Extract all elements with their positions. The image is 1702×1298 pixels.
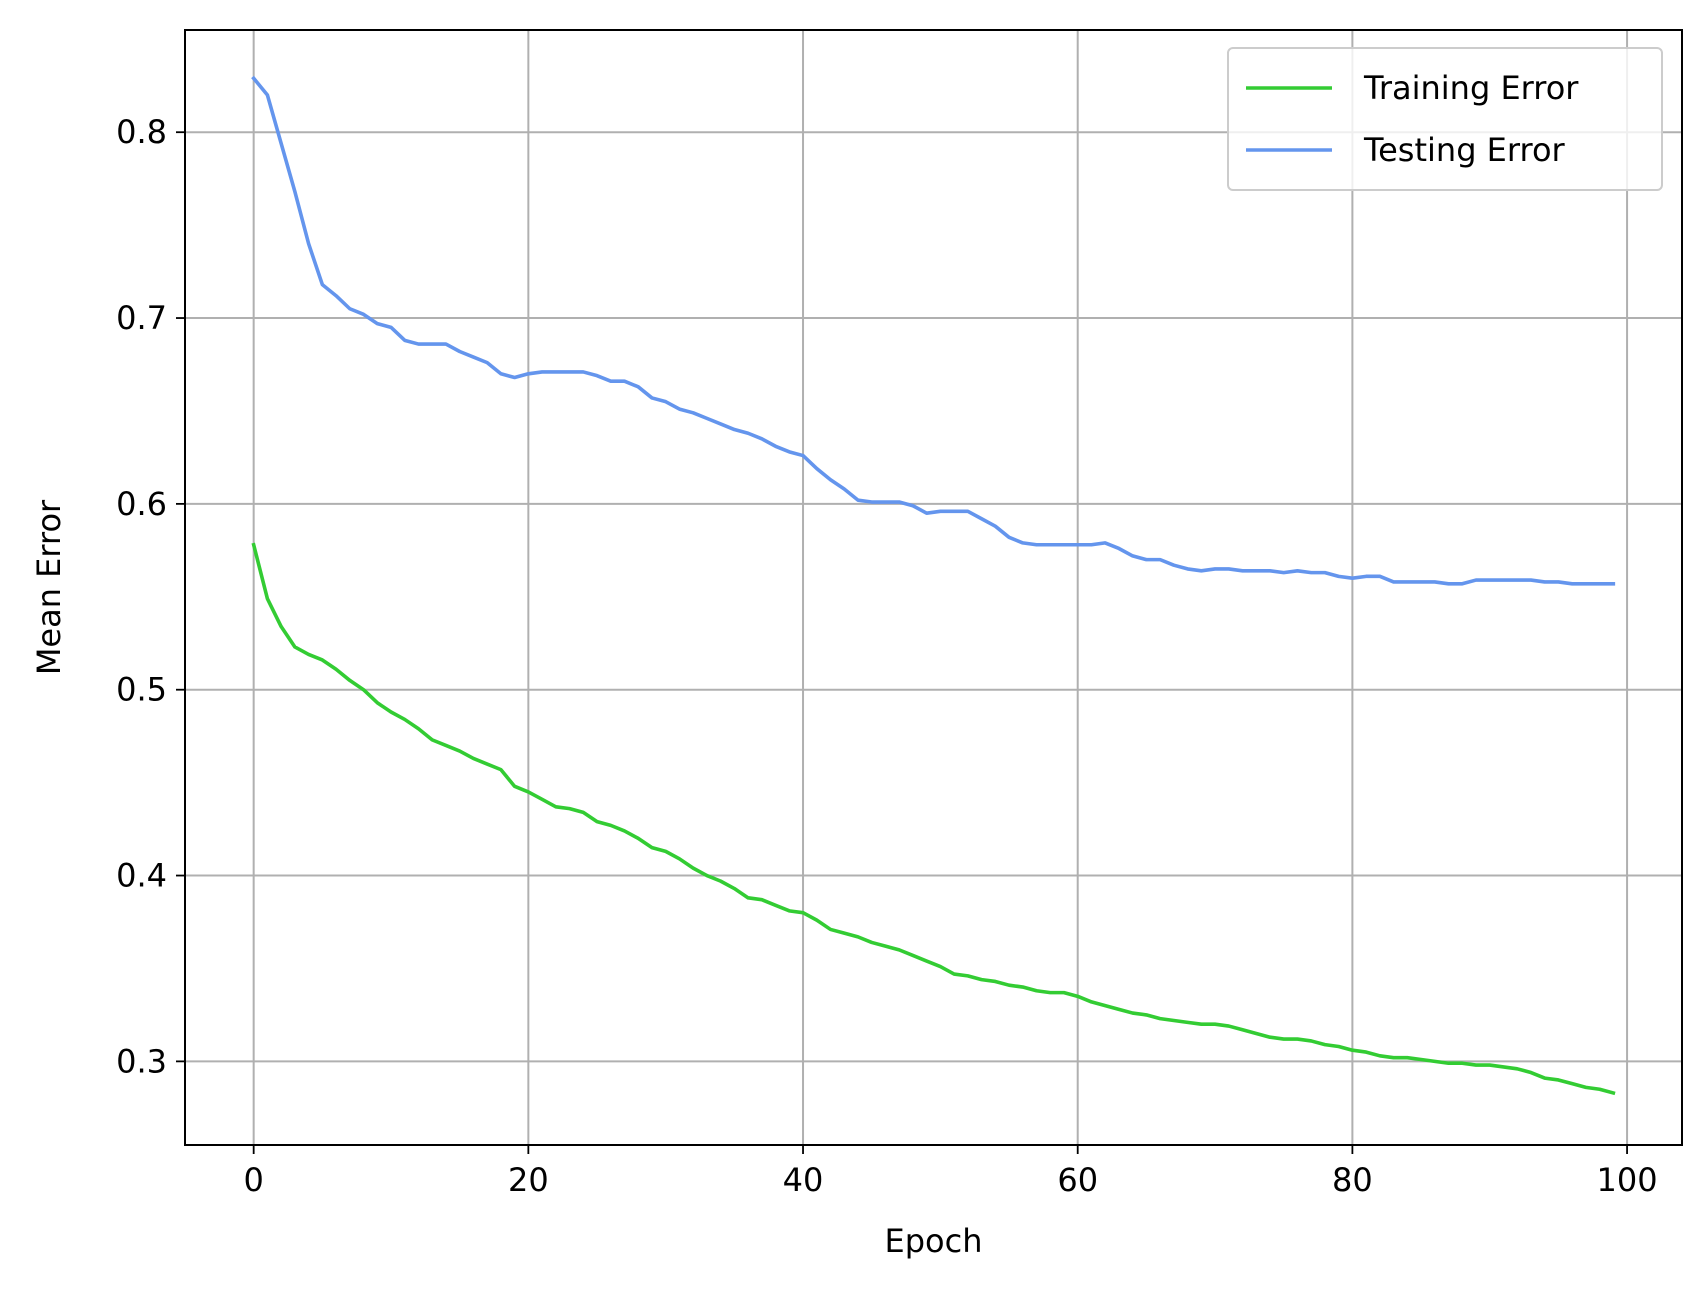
legend-label-testing-error: Testing Error — [1363, 131, 1566, 169]
series-line-testing-error — [251, 75, 1616, 586]
grid — [185, 30, 1682, 1145]
series-lines — [251, 75, 1616, 1096]
y-tick-label: 0.8 — [116, 113, 167, 151]
legend: Training Error Testing Error — [1227, 47, 1663, 191]
y-tick-label: 0.7 — [116, 299, 167, 337]
plot-frame — [184, 29, 1683, 1146]
y-tick-label: 0.4 — [116, 857, 167, 895]
legend-label-training-error: Training Error — [1363, 69, 1579, 107]
x-tick-label: 60 — [1057, 1161, 1098, 1199]
x-axis-label: Epoch — [885, 1222, 983, 1260]
series-line-training-error — [251, 542, 1616, 1096]
y-tick-label: 0.3 — [116, 1042, 167, 1080]
y-tick-label: 0.5 — [116, 671, 167, 709]
x-tick-label: 100 — [1597, 1161, 1658, 1199]
x-tick-label: 20 — [508, 1161, 549, 1199]
y-axis-label: Mean Error — [30, 499, 68, 675]
x-tick-label: 0 — [243, 1161, 263, 1199]
x-tick-label: 80 — [1332, 1161, 1373, 1199]
axis-ticks: 0 20 40 60 80 100 0.3 0.4 0.5 0.6 0.7 0.8 — [116, 113, 1657, 1199]
x-tick-label: 40 — [783, 1161, 824, 1199]
y-tick-label: 0.6 — [116, 485, 167, 523]
legend-box — [1227, 47, 1663, 191]
